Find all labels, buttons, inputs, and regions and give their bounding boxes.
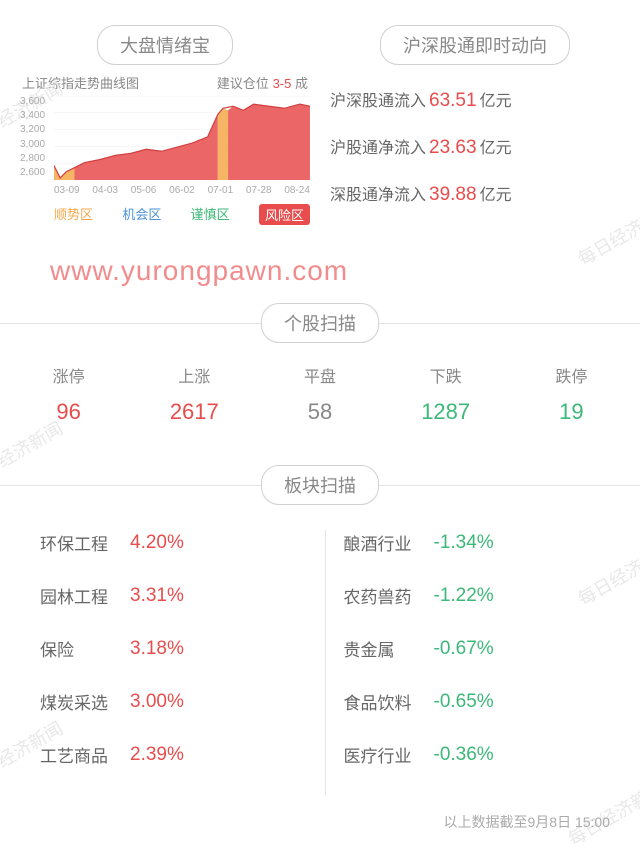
x-tick: 05-06 <box>131 185 157 196</box>
sector-value: -1.22% <box>434 585 534 607</box>
legend-item: 顺势区 <box>54 204 93 225</box>
x-tick: 03-09 <box>54 185 80 196</box>
url-watermark: www.yurongpawn.com <box>50 255 348 287</box>
stat-label: 上涨 <box>170 363 219 387</box>
y-tick: 2,600 <box>20 167 45 178</box>
sector-row: 工艺商品2.39% <box>40 742 307 767</box>
sector-row: 酿酒行业-1.34% <box>344 530 611 555</box>
stat-label: 跌停 <box>555 363 587 387</box>
sector-name: 保险 <box>40 636 130 661</box>
flow-row: 沪股通净流入23.63亿元 <box>330 134 620 159</box>
sector-row: 贵金属-0.67% <box>344 636 611 661</box>
stat-item: 平盘 58 <box>304 363 336 425</box>
sector-value: -0.65% <box>434 691 534 713</box>
stat-item: 涨停 96 <box>53 363 85 425</box>
chart-legend: 顺势区 机会区 谨慎区 风险区 <box>20 196 310 225</box>
sector-name: 工艺商品 <box>40 742 130 767</box>
sector-row: 农药兽药-1.22% <box>344 583 611 608</box>
sector-name: 煤炭采选 <box>40 689 130 714</box>
stat-item: 下跌 1287 <box>421 363 470 425</box>
sector-value: 4.20% <box>130 532 230 554</box>
divider <box>379 323 640 324</box>
sector-name: 园林工程 <box>40 583 130 608</box>
divider <box>0 485 261 486</box>
sector-row: 食品饮料-0.65% <box>344 689 611 714</box>
flow-panel: 沪深股通即时动向 沪深股通流入63.51亿元沪股通净流入23.63亿元深股通净流… <box>330 25 620 228</box>
sector-scan-section: 板块扫描 环保工程4.20% 园林工程3.31% 保险3.18% 煤炭采选3.00% 工… <box>0 465 640 795</box>
divider <box>379 485 640 486</box>
divider <box>0 323 261 324</box>
stat-label: 下跌 <box>421 363 470 387</box>
stat-value: 1287 <box>421 399 470 425</box>
sector-value: 2.39% <box>130 744 230 766</box>
sector-row: 煤炭采选3.00% <box>40 689 307 714</box>
y-tick: 3,200 <box>20 124 45 135</box>
y-tick: 3,400 <box>20 110 45 121</box>
y-tick: 3,000 <box>20 139 45 150</box>
y-tick: 3,600 <box>20 96 45 107</box>
sector-value: 3.31% <box>130 585 230 607</box>
stat-item: 跌停 19 <box>555 363 587 425</box>
stat-value: 2617 <box>170 399 219 425</box>
sector-row: 医疗行业-0.36% <box>344 742 611 767</box>
x-tick: 07-28 <box>246 185 272 196</box>
sector-value: -1.34% <box>434 532 534 554</box>
sector-name: 农药兽药 <box>344 583 434 608</box>
sector-row: 园林工程3.31% <box>40 583 307 608</box>
x-tick: 07-01 <box>208 185 234 196</box>
sector-name: 酿酒行业 <box>344 530 434 555</box>
sector-value: 3.18% <box>130 638 230 660</box>
sentiment-panel: 大盘情绪宝 上证综指走势曲线图 建议仓位 3-5 成 3,600 3,400 3,2… <box>20 25 310 228</box>
flow-row: 沪深股通流入63.51亿元 <box>330 87 620 112</box>
sector-name: 环保工程 <box>40 530 130 555</box>
stat-value: 58 <box>304 399 336 425</box>
x-tick: 04-03 <box>92 185 118 196</box>
x-tick: 06-02 <box>169 185 195 196</box>
sector-name: 贵金属 <box>344 636 434 661</box>
flow-row: 深股通净流入39.88亿元 <box>330 181 620 206</box>
stat-value: 96 <box>53 399 85 425</box>
stock-scan-title: 个股扫描 <box>261 303 379 343</box>
stat-value: 19 <box>555 399 587 425</box>
sector-value: 3.00% <box>130 691 230 713</box>
legend-item: 机会区 <box>122 204 161 225</box>
trend-chart: 3,600 3,400 3,200 3,000 2,800 2,600 03-09 04-0… <box>20 96 310 196</box>
x-tick: 08-24 <box>284 185 310 196</box>
sentiment-title: 大盘情绪宝 <box>97 25 233 65</box>
sector-row: 环保工程4.20% <box>40 530 307 555</box>
sector-value: -0.67% <box>434 638 534 660</box>
sector-row: 保险3.18% <box>40 636 307 661</box>
divider <box>325 530 326 795</box>
sector-name: 食品饮料 <box>344 689 434 714</box>
top-section: 大盘情绪宝 上证综指走势曲线图 建议仓位 3-5 成 3,600 3,400 3,2… <box>0 0 640 228</box>
y-tick: 2,800 <box>20 153 45 164</box>
sector-value: -0.36% <box>434 744 534 766</box>
footer-timestamp: 以上数据截至9月8日 15:00 <box>444 812 611 832</box>
flow-title: 沪深股通即时动向 <box>380 25 570 65</box>
chart-subtitle: 上证综指走势曲线图 <box>22 73 139 92</box>
position-suggestion: 建议仓位 3-5 成 <box>217 73 308 92</box>
stock-scan-section: 个股扫描 涨停 96 上涨 2617 平盘 58 下跌 1287 跌停 19 <box>0 303 640 425</box>
sector-scan-title: 板块扫描 <box>261 465 379 505</box>
legend-item: 谨慎区 <box>191 204 230 225</box>
sector-name: 医疗行业 <box>344 742 434 767</box>
stat-label: 涨停 <box>53 363 85 387</box>
legend-item: 风险区 <box>259 204 310 225</box>
stat-item: 上涨 2617 <box>170 363 219 425</box>
stat-label: 平盘 <box>304 363 336 387</box>
